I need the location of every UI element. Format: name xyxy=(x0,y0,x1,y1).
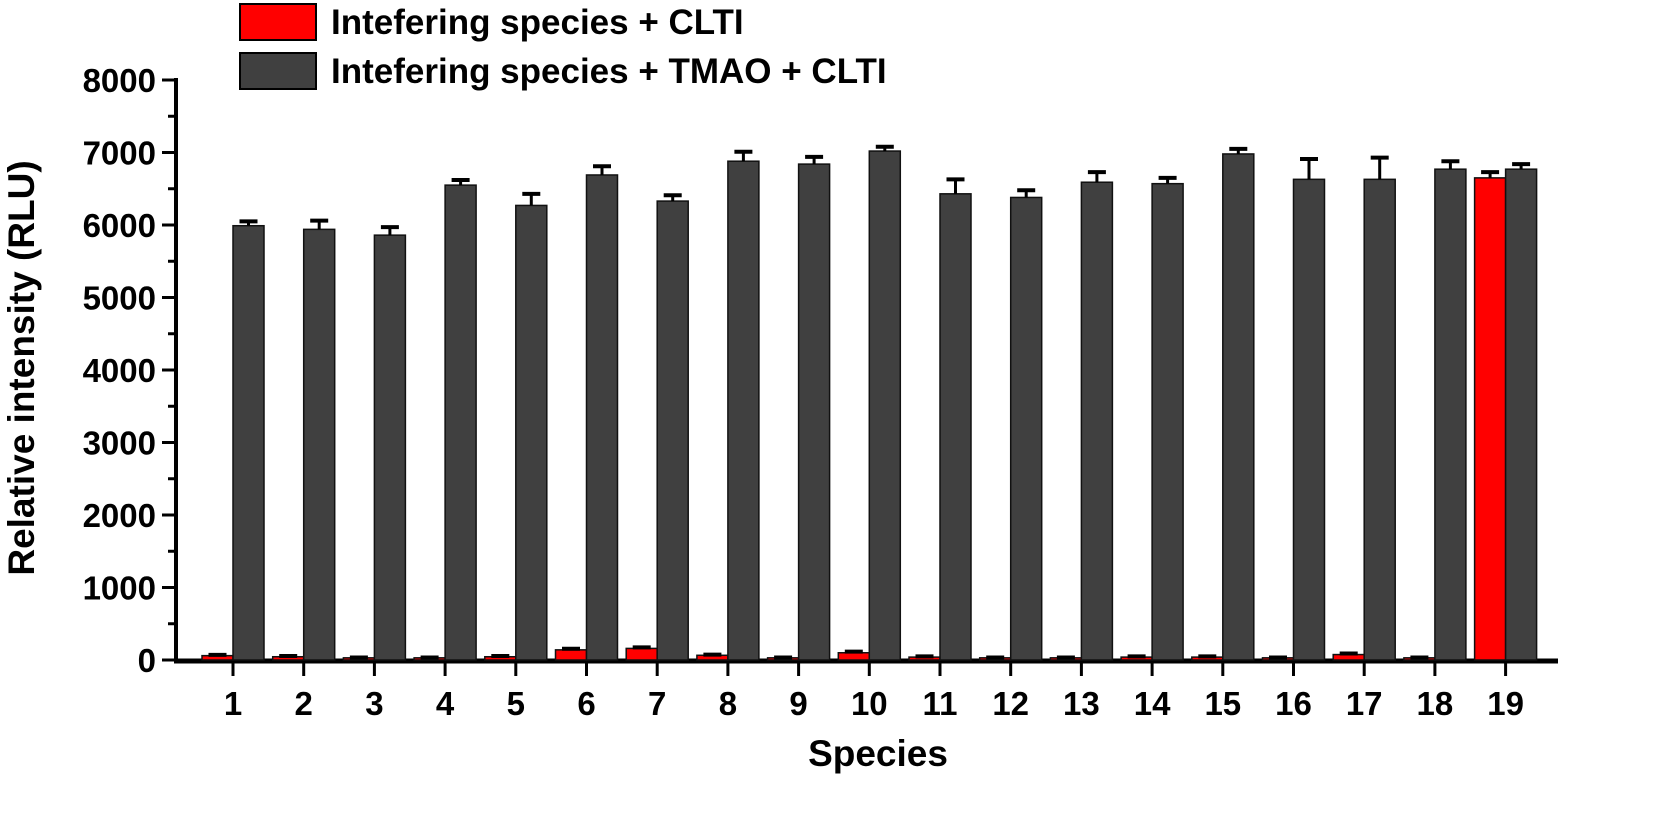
legend-item-tmao-clti: Intefering species + TMAO + CLTI xyxy=(239,52,887,91)
x-tick-label: 1 xyxy=(224,685,242,722)
bar-tmao-clti xyxy=(868,150,902,661)
x-tick-label: 19 xyxy=(1487,685,1524,722)
bar-tmao-clti xyxy=(1222,153,1255,661)
x-tick-label: 10 xyxy=(851,685,888,722)
x-tick-label: 11 xyxy=(923,685,958,722)
bar-clti xyxy=(625,647,658,661)
bar-tmao-clti xyxy=(656,200,689,661)
bar-tmao-clti xyxy=(1434,168,1467,661)
y-tick-label: 1000 xyxy=(83,570,156,607)
legend-swatch-red xyxy=(239,3,317,41)
x-tick-label: 15 xyxy=(1204,685,1241,722)
bar-tmao-clti xyxy=(1080,181,1114,661)
bar-tmao-clti xyxy=(797,163,831,661)
x-tick-label: 5 xyxy=(507,685,525,722)
y-tick-label: 3000 xyxy=(83,425,156,462)
x-tick-label: 8 xyxy=(719,685,737,722)
legend: Intefering species + CLTI Intefering spe… xyxy=(239,3,887,91)
bar-tmao-clti xyxy=(302,228,336,661)
x-tick-label: 17 xyxy=(1346,685,1383,722)
y-axis-title: Relative intensity (RLU) xyxy=(1,160,42,575)
y-tick-label: 5000 xyxy=(83,280,156,317)
legend-swatch-dark xyxy=(239,52,317,90)
y-tick-label: 7000 xyxy=(83,135,156,172)
bar-clti xyxy=(837,652,871,661)
bar-tmao-clti xyxy=(1009,196,1043,661)
bar-tmao-clti xyxy=(515,204,548,661)
y-tick-label: 0 xyxy=(138,642,156,679)
y-tick-label: 4000 xyxy=(83,352,156,389)
legend-label-tmao-clti: Intefering species + TMAO + CLTI xyxy=(331,52,887,91)
x-axis: 1 2 3 4 5 6 7 8 9 10 11 12 13 14 15 16 17 18 19 xyxy=(174,658,1558,722)
x-axis-title: Species xyxy=(808,733,948,774)
x-tick-label: 7 xyxy=(648,685,666,722)
bar-tmao-clti xyxy=(373,234,407,661)
legend-item-clti: Intefering species + CLTI xyxy=(239,3,744,42)
legend-label-clti: Intefering species + CLTI xyxy=(331,3,744,42)
x-tick-label: 6 xyxy=(577,685,595,722)
bar-tmao-clti xyxy=(585,174,619,661)
bar-clti xyxy=(1473,177,1507,661)
x-tick-label: 16 xyxy=(1275,685,1312,722)
bars xyxy=(201,144,1538,661)
x-tick-label: 12 xyxy=(992,685,1029,722)
x-tick-label: 2 xyxy=(295,685,313,722)
y-tick-label: 2000 xyxy=(83,497,156,534)
y-axis: 0 1000 2000 3000 4000 5000 6000 7000 8000 xyxy=(83,62,178,679)
x-tick-label: 18 xyxy=(1417,685,1454,722)
bar-tmao-clti xyxy=(727,160,760,661)
bar-tmao-clti xyxy=(1504,168,1538,661)
bar-tmao-clti xyxy=(444,184,477,661)
x-tick-label: 9 xyxy=(789,685,807,722)
bar-tmao-clti xyxy=(939,193,972,661)
y-tick-label: 6000 xyxy=(83,207,156,244)
bar-clti xyxy=(554,649,588,661)
x-tick-label: 3 xyxy=(365,685,383,722)
bar-tmao-clti xyxy=(1363,178,1396,661)
bar-tmao-clti xyxy=(232,224,265,661)
bar-tmao-clti xyxy=(1292,178,1326,661)
x-tick-label: 14 xyxy=(1134,685,1171,722)
y-tick-label: 8000 xyxy=(83,62,156,99)
x-tick-label: 4 xyxy=(436,685,455,722)
bar-tmao-clti xyxy=(1151,182,1184,661)
x-tick-label: 13 xyxy=(1063,685,1100,722)
